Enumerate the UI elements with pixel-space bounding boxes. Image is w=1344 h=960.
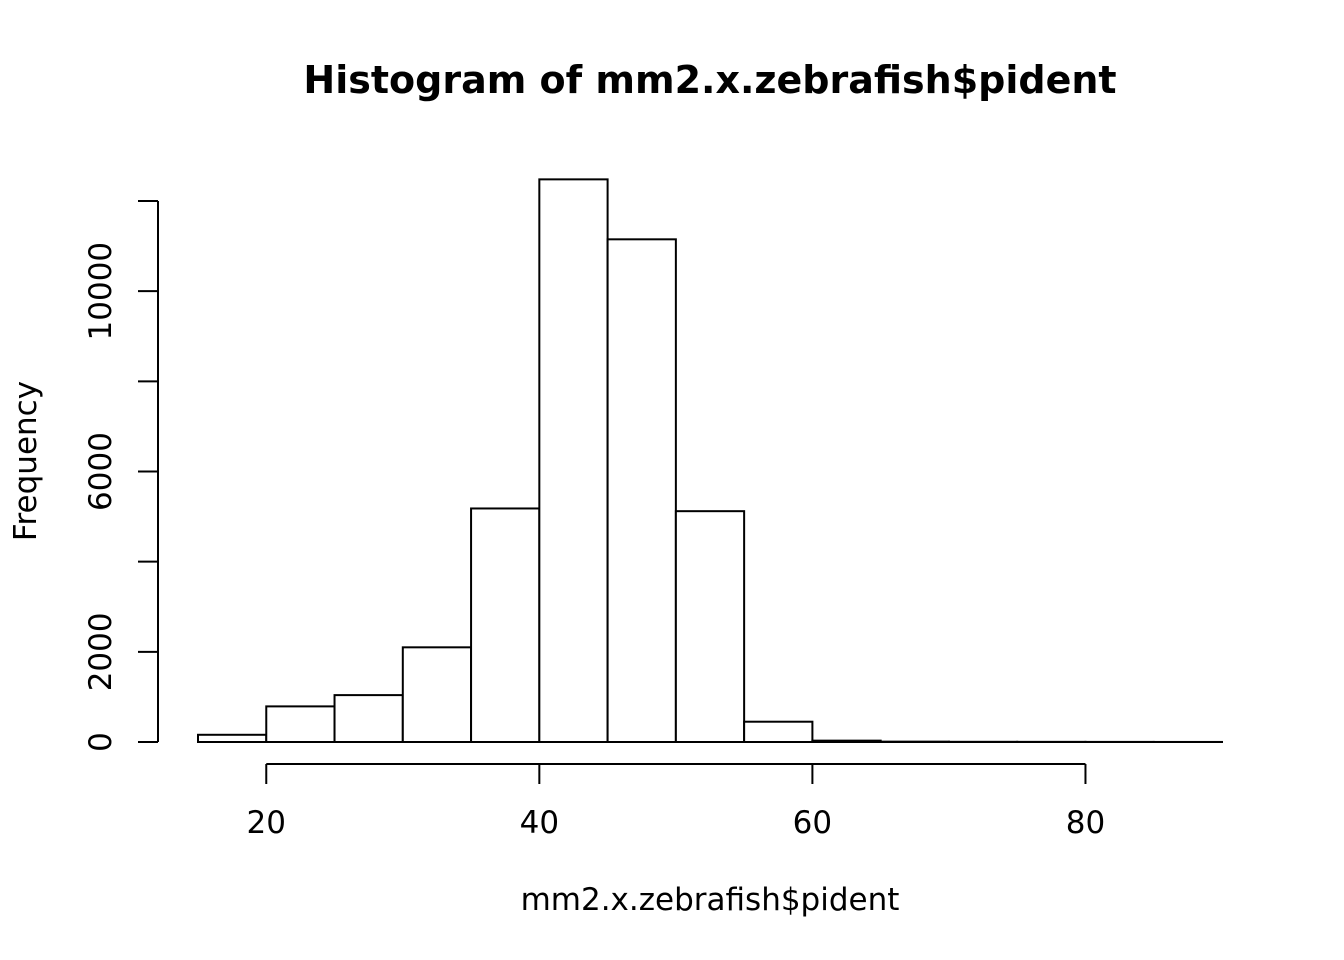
y-tick-label: 6000 — [83, 432, 119, 511]
histogram-bar — [743, 720, 814, 744]
y-tick-label: 0 — [83, 732, 119, 752]
histogram-bar — [606, 238, 677, 743]
histogram-bar — [333, 694, 404, 744]
histogram-bar — [674, 510, 746, 743]
x-tick-label: 20 — [247, 805, 286, 841]
x-tick-label: 40 — [520, 805, 559, 841]
x-tick-label: 60 — [793, 805, 832, 841]
histogram-bar — [265, 705, 336, 743]
y-axis: 0 2000 6000 10000 — [83, 200, 159, 752]
x-tick-label: 80 — [1066, 805, 1105, 841]
histogram-bar — [811, 739, 882, 744]
y-tick-label: 2000 — [83, 612, 119, 691]
histogram-bar — [470, 507, 541, 743]
x-axis: 20 40 60 80 — [247, 763, 1105, 841]
y-axis-label: Frequency — [8, 381, 44, 541]
y-tick-label: 10000 — [83, 242, 119, 341]
histogram-bar — [197, 733, 268, 744]
bars-group — [197, 178, 1223, 744]
histogram-bar — [538, 178, 609, 744]
chart-title: Histogram of mm2.x.zebrafish$pident — [303, 58, 1116, 102]
x-axis-label: mm2.x.zebrafish$pident — [521, 882, 900, 918]
histogram-bar — [401, 646, 473, 744]
